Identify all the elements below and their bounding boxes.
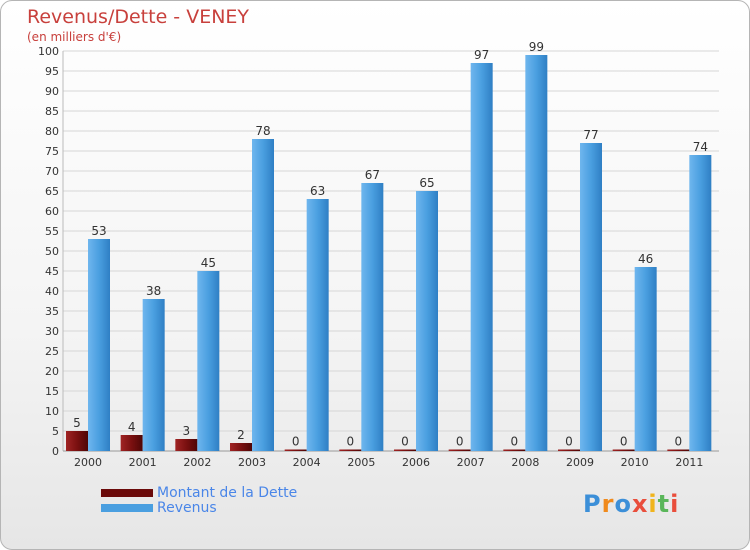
- legend-label-dette: Montant de la Dette: [157, 485, 298, 501]
- legend-swatch-dette: [101, 489, 153, 497]
- value-label-dette-2004: 0: [292, 435, 300, 449]
- value-label-revenus-2002: 45: [201, 256, 216, 270]
- bar-dette-2011: [667, 449, 690, 451]
- chart-subtitle: (en milliers d'€): [27, 30, 122, 44]
- value-label-revenus-2011: 74: [693, 140, 708, 154]
- y-tick-label: 5: [52, 425, 59, 438]
- y-tick-label: 20: [45, 365, 59, 378]
- y-tick-label: 100: [38, 45, 59, 58]
- value-label-dette-2001: 4: [128, 420, 136, 434]
- x-tick-label: 2011: [675, 456, 703, 469]
- y-tick-label: 45: [45, 265, 59, 278]
- y-tick-label: 90: [45, 85, 59, 98]
- value-label-dette-2002: 3: [183, 424, 191, 438]
- value-label-revenus-2001: 38: [146, 284, 161, 298]
- x-tick-label: 2003: [238, 456, 266, 469]
- bar-revenus-2009: [580, 143, 602, 451]
- value-label-dette-2007: 0: [456, 435, 464, 449]
- x-tick-label: 2004: [293, 456, 321, 469]
- chart-title: Revenus/Dette - VENEY: [27, 6, 250, 28]
- y-tick-label: 35: [45, 305, 59, 318]
- value-label-dette-2005: 0: [347, 435, 355, 449]
- y-tick-label: 60: [45, 205, 59, 218]
- x-tick-label: 2010: [621, 456, 649, 469]
- bar-revenus-2003: [252, 139, 274, 451]
- x-tick-label: 2007: [457, 456, 485, 469]
- bar-revenus-2007: [470, 63, 493, 451]
- y-tick-label: 0: [52, 445, 59, 458]
- y-tick-label: 65: [45, 185, 59, 198]
- x-tick-label: 2002: [183, 456, 211, 469]
- y-tick-label: 15: [45, 385, 59, 398]
- bar-dette-2003: [230, 443, 252, 451]
- bar-dette-2007: [448, 449, 471, 451]
- x-tick-label: 2000: [74, 456, 102, 469]
- bar-revenus-2004: [306, 199, 329, 451]
- legend-swatch-revenus: [101, 504, 153, 512]
- value-label-revenus-2010: 46: [638, 252, 653, 266]
- value-label-revenus-2000: 53: [91, 224, 106, 238]
- value-label-dette-2009: 0: [565, 435, 573, 449]
- value-label-revenus-2008: 99: [529, 40, 544, 54]
- value-label-revenus-2007: 97: [474, 48, 489, 62]
- bar-dette-2006: [394, 449, 416, 451]
- bar-revenus-2000: [88, 239, 110, 451]
- y-tick-label: 30: [45, 325, 59, 338]
- bar-revenus-2011: [689, 155, 712, 451]
- y-tick-label: 50: [45, 245, 59, 258]
- bar-revenus-2001: [142, 299, 165, 451]
- bar-dette-2002: [175, 439, 198, 451]
- x-tick-label: 2008: [511, 456, 539, 469]
- bar-revenus-2002: [197, 271, 220, 451]
- y-tick-label: 70: [45, 165, 59, 178]
- y-tick-label: 85: [45, 105, 59, 118]
- proxiti-logo: Proxiti: [583, 490, 680, 518]
- x-tick-label: 2005: [347, 456, 375, 469]
- bar-revenus-2006: [416, 191, 438, 451]
- bar-dette-2000: [66, 431, 88, 451]
- value-label-dette-2000: 5: [73, 416, 81, 430]
- value-label-dette-2008: 0: [511, 435, 519, 449]
- bar-dette-2009: [558, 449, 580, 451]
- value-label-revenus-2009: 77: [583, 128, 598, 142]
- y-tick-label: 55: [45, 225, 59, 238]
- y-tick-label: 95: [45, 65, 59, 78]
- value-label-dette-2010: 0: [620, 435, 628, 449]
- y-tick-label: 10: [45, 405, 59, 418]
- value-label-dette-2011: 0: [675, 435, 683, 449]
- legend-label-revenus: Revenus: [157, 500, 217, 516]
- bar-dette-2005: [339, 449, 362, 451]
- bar-dette-2008: [503, 449, 526, 451]
- bar-revenus-2008: [525, 55, 548, 451]
- bar-revenus-2005: [361, 183, 384, 451]
- y-tick-label: 75: [45, 145, 59, 158]
- value-label-dette-2006: 0: [401, 435, 409, 449]
- value-label-dette-2003: 2: [237, 428, 245, 442]
- x-tick-label: 2001: [129, 456, 157, 469]
- value-label-revenus-2004: 63: [310, 184, 325, 198]
- x-tick-label: 2006: [402, 456, 430, 469]
- bar-revenus-2010: [634, 267, 657, 451]
- y-tick-label: 40: [45, 285, 59, 298]
- bar-dette-2001: [120, 435, 143, 451]
- y-tick-label: 80: [45, 125, 59, 138]
- value-label-revenus-2005: 67: [365, 168, 380, 182]
- y-tick-label: 25: [45, 345, 59, 358]
- value-label-revenus-2003: 78: [255, 124, 270, 138]
- x-tick-label: 2009: [566, 456, 594, 469]
- bar-dette-2010: [612, 449, 635, 451]
- value-label-revenus-2006: 65: [419, 176, 434, 190]
- bar-dette-2004: [284, 449, 307, 451]
